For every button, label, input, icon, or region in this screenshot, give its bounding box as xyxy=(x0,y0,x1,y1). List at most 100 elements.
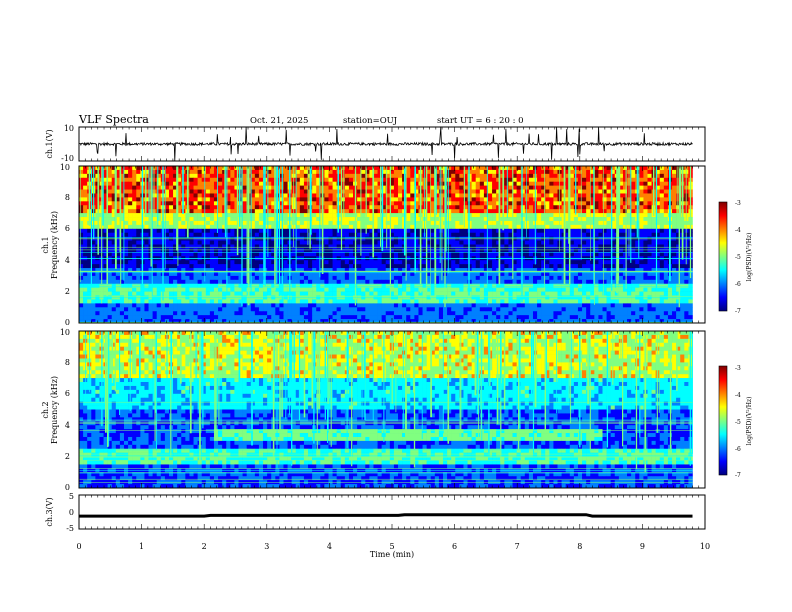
spectrogram-cell xyxy=(561,287,566,292)
spectrogram-cell xyxy=(173,268,178,273)
spectrogram-cell xyxy=(398,240,403,245)
spectrogram-cell xyxy=(348,201,354,206)
spectrogram-cell xyxy=(520,228,526,234)
spectrogram-cell xyxy=(406,166,411,171)
spectrogram-cell xyxy=(128,228,133,234)
spectrogram-cell xyxy=(602,201,607,206)
spectrogram-cell xyxy=(569,209,575,214)
spectrogram-cell xyxy=(610,213,616,218)
spectrogram-cell xyxy=(128,283,133,288)
spectrogram-cell xyxy=(234,217,239,222)
spectrogram-cell xyxy=(115,252,121,257)
spectrogram-cell xyxy=(332,291,337,296)
spectrogram-cell xyxy=(230,248,235,253)
spectrogram-cell xyxy=(492,224,497,230)
spectrogram-cell xyxy=(451,201,456,206)
spectrogram-cell xyxy=(173,291,178,296)
spectrogram-cell xyxy=(164,205,170,210)
spectrogram-cell xyxy=(643,213,648,218)
spectrogram-cell xyxy=(385,169,391,175)
spectrogram-cell xyxy=(451,252,456,257)
spectrogram-cell xyxy=(209,213,215,218)
spectrogram-cell xyxy=(373,181,378,186)
spectrogram-cell xyxy=(238,201,243,206)
spectrogram-cell xyxy=(344,185,350,190)
spectrogram-cell xyxy=(565,287,571,292)
spectrogram-cell xyxy=(602,279,607,285)
spectrogram-cell xyxy=(659,260,665,265)
spectrogram-cell xyxy=(254,224,260,230)
spectrogram-cell xyxy=(152,189,158,194)
spectrogram-cell xyxy=(430,271,436,277)
spectrogram-cell xyxy=(483,287,489,292)
spectrogram-cell xyxy=(569,197,575,202)
spectrogram-cell xyxy=(230,260,235,265)
spectrogram-cell xyxy=(230,166,235,171)
spectrogram-cell xyxy=(569,240,575,245)
spectrogram-cell xyxy=(684,287,689,292)
spectrogram-cell xyxy=(185,260,190,265)
spectrogram-cell xyxy=(283,201,288,206)
spectrogram-cell xyxy=(590,232,595,237)
spectrogram-cell xyxy=(508,275,513,281)
spectrogram-cell xyxy=(393,169,399,175)
spectrogram-cell xyxy=(434,220,440,226)
spectrogram-cell xyxy=(606,201,611,206)
spectrogram-cell xyxy=(357,201,362,206)
spectrogram-cell xyxy=(181,217,186,222)
spectrogram-cell xyxy=(299,248,305,253)
spectrogram-cell xyxy=(189,197,194,202)
spectrogram-cell xyxy=(655,224,661,230)
spectrogram-cell xyxy=(393,291,399,296)
spectrogram-cell xyxy=(279,213,284,218)
spectrogram-cell xyxy=(451,248,456,253)
spectrogram-cell xyxy=(430,217,436,222)
spectrogram-cell xyxy=(618,181,624,186)
spectrogram-cell xyxy=(218,173,223,179)
spectrogram-cell xyxy=(381,240,387,245)
spectrogram-cell xyxy=(451,260,456,265)
spectrogram-cell xyxy=(618,264,624,269)
spectrogram-cell xyxy=(234,252,239,257)
spectrogram-cell xyxy=(377,244,382,249)
spectrogram-cell xyxy=(459,275,464,281)
spectrogram-cell xyxy=(553,228,558,234)
spectrogram-cell xyxy=(271,213,276,218)
spectrogram-cell xyxy=(410,271,415,277)
spectrogram-cell xyxy=(406,177,411,182)
spectrogram-cell xyxy=(398,271,403,277)
figure-title: VLF Spectra xyxy=(78,113,149,126)
spectrogram-cell xyxy=(672,271,677,277)
spectrogram-cell xyxy=(643,193,648,198)
spectrogram-cell xyxy=(426,248,432,253)
spectrogram-cell xyxy=(655,189,661,194)
spectrogram-cell xyxy=(209,268,215,273)
spectrogram-cell xyxy=(659,185,665,190)
spectrogram-cell xyxy=(365,181,370,186)
spectrogram-cell xyxy=(238,252,243,257)
spectrogram-cell xyxy=(549,240,554,245)
spectrogram-cell xyxy=(250,169,256,175)
spectrogram-cell xyxy=(185,248,190,253)
spectrogram-cell xyxy=(83,283,88,288)
spectrogram-cell xyxy=(328,244,333,249)
spectrogram-cell xyxy=(197,213,202,218)
spectrogram-cell xyxy=(553,248,558,253)
spectrogram-cell xyxy=(258,201,264,206)
spectrogram-cell xyxy=(254,185,260,190)
spectrogram-cell xyxy=(406,232,411,237)
spectrogram-cell xyxy=(447,268,452,273)
spectrogram-cell xyxy=(328,193,333,198)
spectrogram-cell xyxy=(181,271,186,277)
spectrogram-cell xyxy=(508,181,513,186)
spectrogram-cell xyxy=(79,213,84,218)
spectrogram-cell xyxy=(295,228,301,234)
spectrogram-cell xyxy=(316,220,321,226)
spectrogram-cell xyxy=(639,181,644,186)
spectrogram-cell xyxy=(524,271,530,277)
spectrogram-cell xyxy=(275,252,280,257)
spectrogram-cell xyxy=(132,228,137,234)
spectrogram-cell xyxy=(463,287,468,292)
spectrogram-cell xyxy=(676,283,681,288)
spectrogram-cell xyxy=(168,232,174,237)
